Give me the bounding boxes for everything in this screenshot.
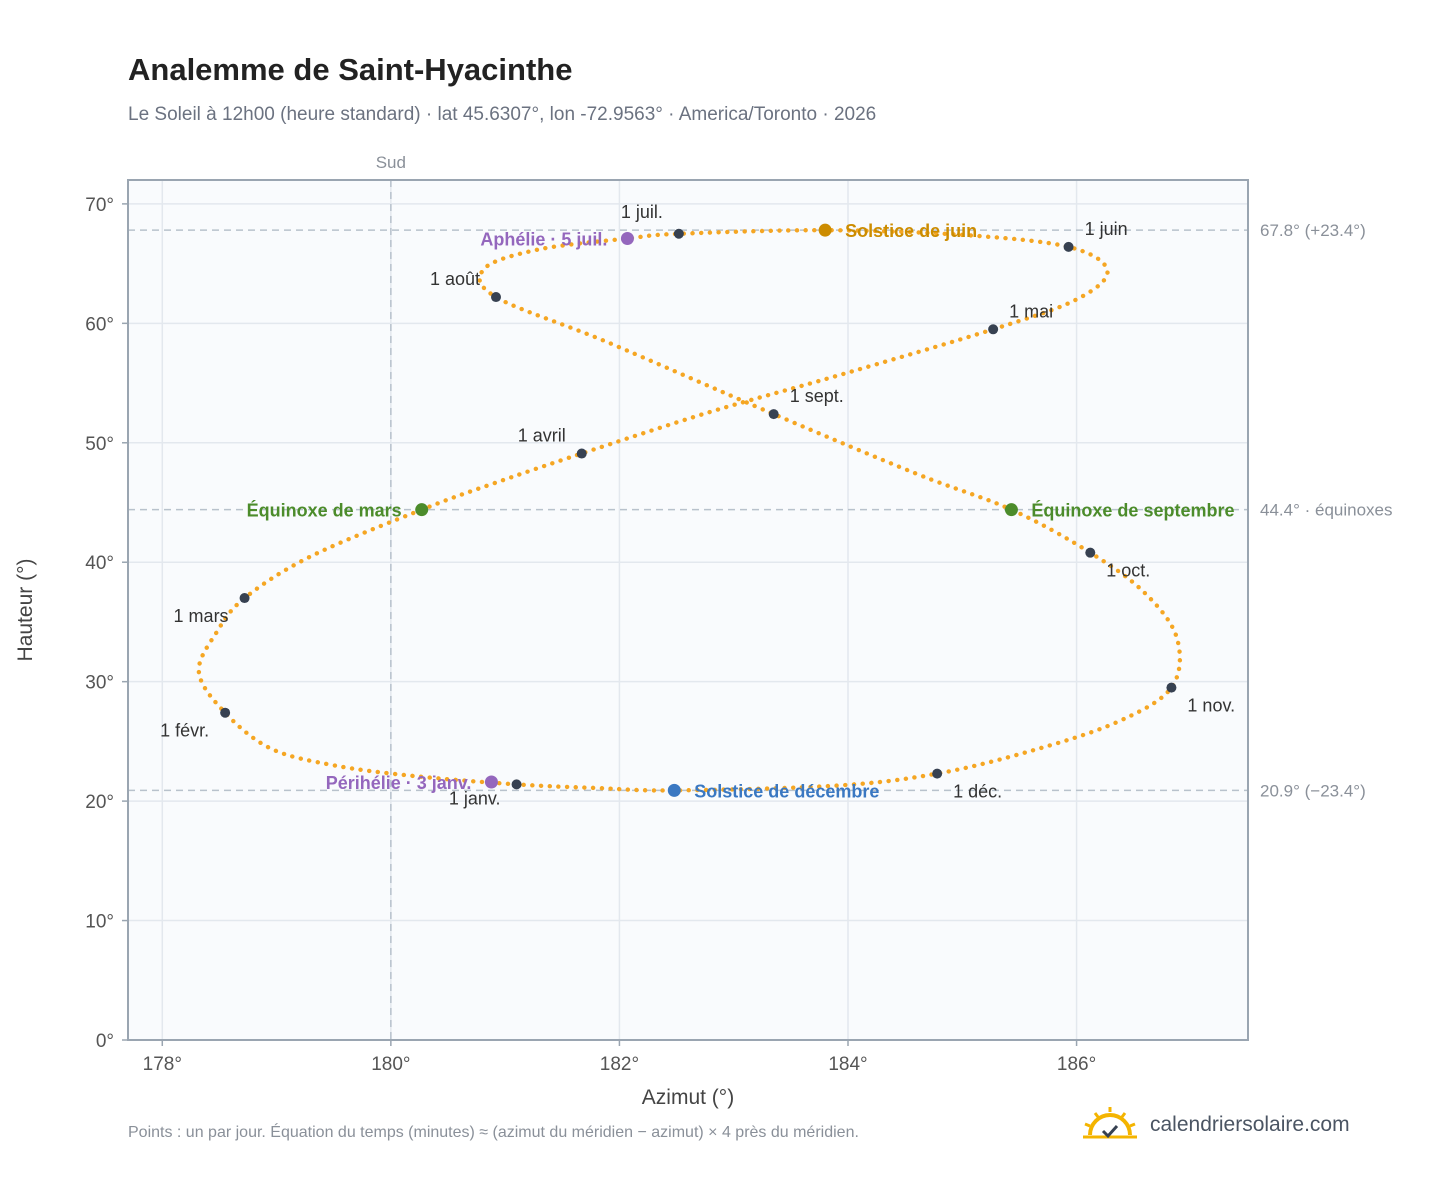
x-tick-label: 186° xyxy=(1057,1054,1096,1075)
y-tick-label: 30° xyxy=(85,673,114,694)
reference-lines: Sud 67.8° (+23.4°) 44.4° · équinoxes 20.9° … xyxy=(128,153,1393,1040)
footnote: Points : un par jour. Équation du temps … xyxy=(128,1124,859,1141)
reference-label-2: 44.4° · équinoxes xyxy=(1260,501,1393,520)
analemma-daily-points xyxy=(196,227,1183,793)
month-marker xyxy=(673,228,684,239)
event-label-perihelion: Périhélie · 3 janv. xyxy=(326,773,472,793)
month-marker xyxy=(1063,241,1074,252)
y-tick-label: 50° xyxy=(85,434,114,455)
month-label: 1 juin xyxy=(1085,219,1128,239)
event-label-june_solstice: Solstice de juin xyxy=(845,221,977,241)
event-marker-june_solstice xyxy=(818,223,832,237)
month-label: 1 mai xyxy=(1009,301,1053,321)
month-marker xyxy=(768,409,779,420)
y-tick-label: 60° xyxy=(85,314,114,335)
markers xyxy=(220,223,1177,797)
chart-title: Analemme de Saint-Hyacinthe xyxy=(128,52,573,87)
event-marker-equinox xyxy=(1004,503,1018,517)
y-tick-label: 40° xyxy=(85,553,114,574)
event-marker-equinox xyxy=(415,503,429,517)
x-axis-label: Azimut (°) xyxy=(642,1086,734,1109)
chart-subtitle: Le Soleil à 12h00 (heure standard) · lat… xyxy=(128,104,877,125)
brand-name: calendriersolaire.com xyxy=(1150,1113,1350,1136)
y-axis-label: Hauteur (°) xyxy=(14,559,37,662)
month-label: 1 déc. xyxy=(953,782,1002,802)
x-tick-label: 182° xyxy=(600,1054,639,1075)
x-tick-label: 180° xyxy=(371,1054,410,1075)
reference-label-1: 67.8° (+23.4°) xyxy=(1260,221,1366,240)
month-marker xyxy=(1085,547,1096,558)
plot-frame xyxy=(127,179,1249,1041)
month-marker xyxy=(220,707,231,718)
event-label-equinox: Équinoxe de septembre xyxy=(1031,500,1234,521)
month-marker xyxy=(239,593,250,604)
plot-area xyxy=(128,180,1248,1040)
sun-check-icon xyxy=(1083,1107,1137,1139)
event-marker-perihelion xyxy=(620,232,634,246)
brand[interactable]: calendriersolaire.com xyxy=(1082,1100,1350,1150)
y-tick-label: 70° xyxy=(85,195,114,216)
month-label: 1 nov. xyxy=(1187,696,1235,716)
reference-label-south: Sud xyxy=(376,153,406,172)
month-label: 1 août xyxy=(430,269,480,289)
event-label-december_solstice: Solstice de décembre xyxy=(694,781,879,801)
month-label: 1 févr. xyxy=(160,721,209,741)
month-label: 1 avril xyxy=(518,426,566,446)
axes: 178° 180° 182° 184° 186° 0° 10° 20° 30° 40° 50° 60°… xyxy=(14,179,1249,1109)
month-marker xyxy=(576,448,587,459)
month-label: 1 oct. xyxy=(1106,561,1150,581)
month-marker xyxy=(491,292,501,303)
month-label: 1 mars xyxy=(174,606,229,626)
event-label-equinox: Équinoxe de mars xyxy=(247,500,402,521)
month-marker xyxy=(1166,682,1177,693)
event-marker-december_solstice xyxy=(667,783,681,797)
y-tick-label: 0° xyxy=(96,1031,114,1052)
marker-labels: 1 janv. 1 févr. 1 mars 1 avril 1 mai 1 juin 1 … xyxy=(160,202,1235,809)
x-tick-label: 178° xyxy=(143,1054,182,1075)
y-tick-label: 20° xyxy=(85,792,114,813)
month-label: 1 juil. xyxy=(621,202,663,222)
grid xyxy=(128,180,1248,1041)
month-label: 1 sept. xyxy=(790,386,844,406)
event-label-perihelion: Aphélie · 5 juil. xyxy=(480,230,607,250)
month-marker xyxy=(932,768,943,779)
month-marker xyxy=(511,779,522,790)
month-marker xyxy=(988,324,999,335)
analemma-curve xyxy=(196,227,1183,793)
y-tick-label: 10° xyxy=(85,912,114,933)
reference-label-3: 20.9° (−23.4°) xyxy=(1260,781,1366,800)
month-label: 1 janv. xyxy=(449,788,501,808)
x-tick-label: 184° xyxy=(828,1054,867,1075)
event-marker-perihelion xyxy=(484,775,498,789)
